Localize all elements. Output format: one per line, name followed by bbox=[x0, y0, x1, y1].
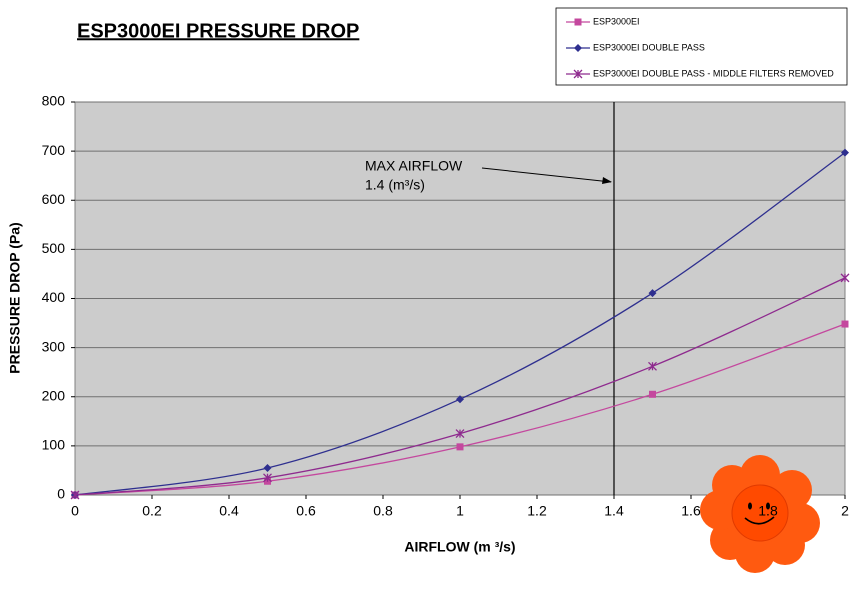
legend-marker bbox=[573, 69, 583, 79]
y-tick-label: 200 bbox=[42, 387, 66, 403]
x-tick-label: 1.4 bbox=[604, 503, 624, 519]
marker bbox=[648, 289, 657, 298]
y-tick-label: 500 bbox=[42, 240, 66, 256]
y-tick-label: 0 bbox=[57, 486, 65, 502]
legend bbox=[555, 7, 848, 86]
x-tick-label: 1.8 bbox=[758, 503, 778, 519]
marker bbox=[649, 390, 656, 398]
smiley-flower bbox=[700, 455, 820, 573]
marker bbox=[841, 320, 849, 328]
x-axis-label: AIRFLOW (m ³/s) bbox=[404, 539, 515, 555]
legend-label: ESP3000EI DOUBLE PASS bbox=[593, 42, 705, 52]
y-tick-label: 400 bbox=[42, 289, 66, 305]
y-tick-label: 800 bbox=[42, 93, 66, 109]
marker bbox=[648, 361, 657, 371]
y-axis-label: PRESSURE DROP (Pa) bbox=[7, 222, 23, 373]
marker bbox=[70, 490, 80, 500]
series-layer bbox=[70, 18, 850, 500]
legend-label: ESP3000EI DOUBLE PASS - MIDDLE FILTERS R… bbox=[593, 68, 834, 78]
x-tick-label: 0.8 bbox=[373, 503, 393, 519]
x-tick-label: 0.2 bbox=[142, 503, 162, 519]
marker bbox=[456, 443, 464, 451]
x-tick-label: 2 bbox=[841, 503, 849, 519]
marker bbox=[263, 473, 272, 483]
x-tick-label: 1 bbox=[456, 503, 464, 519]
annotation: 1.4 (m³/s) bbox=[365, 177, 425, 193]
x-tick-label: 1.2 bbox=[527, 503, 547, 519]
legend-label: ESP3000EI bbox=[593, 16, 640, 26]
arrow-head bbox=[602, 177, 612, 184]
x-tick-label: 0.4 bbox=[219, 503, 239, 519]
marker bbox=[263, 463, 272, 472]
x-tick-label: 1.6 bbox=[681, 503, 701, 519]
y-tick-label: 300 bbox=[42, 338, 66, 354]
x-tick-label: 0.6 bbox=[296, 503, 316, 519]
y-tick-label: 600 bbox=[42, 191, 66, 207]
legend-marker bbox=[574, 44, 582, 52]
legend-marker bbox=[574, 18, 582, 26]
marker bbox=[841, 148, 849, 157]
chart-title: ESP3000EI PRESSURE DROP bbox=[77, 20, 359, 42]
marker bbox=[456, 395, 464, 404]
y-tick-label: 700 bbox=[42, 142, 66, 158]
marker bbox=[455, 429, 465, 439]
marker bbox=[840, 273, 850, 283]
annotation: MAX AIRFLOW bbox=[365, 158, 463, 174]
x-tick-label: 0 bbox=[71, 503, 79, 519]
y-tick-label: 100 bbox=[42, 437, 66, 453]
annotation-arrow bbox=[481, 167, 612, 183]
